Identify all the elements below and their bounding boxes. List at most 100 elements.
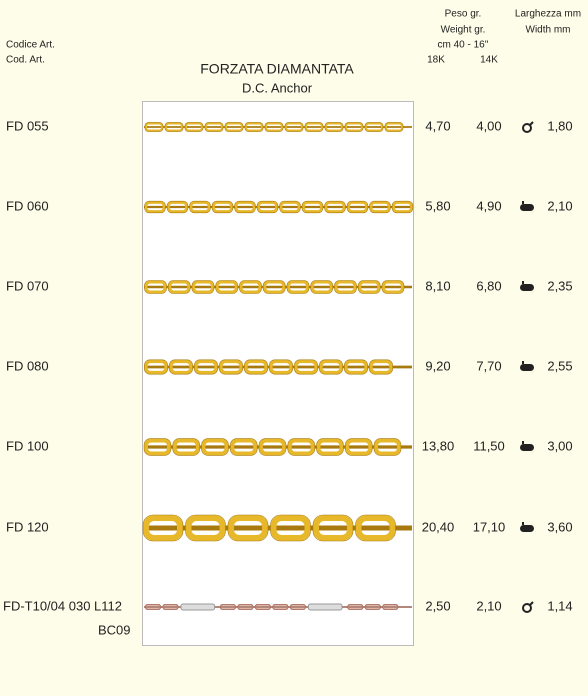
width-label: Larghezza mm <box>515 9 581 20</box>
chain-link <box>384 122 404 132</box>
chain-link-edge <box>256 200 279 214</box>
chain-link-edge <box>334 280 357 294</box>
chain-link <box>392 201 413 213</box>
chain-link-edge <box>344 438 373 456</box>
title: FORZATA DIAMANTATA <box>200 61 354 77</box>
chain-link <box>194 359 218 375</box>
chain-link <box>162 604 179 610</box>
chain-link <box>144 438 171 456</box>
chain-link-edge <box>344 122 364 132</box>
weight-18k: 2,50 <box>425 598 450 613</box>
weight-18k: 20,40 <box>422 519 455 534</box>
length-label: cm 40 - 16'' <box>437 40 488 51</box>
clasp-icon <box>520 525 534 532</box>
chain-link-edge <box>201 438 229 456</box>
chain-link-edge <box>364 122 384 132</box>
chain-link <box>169 359 193 375</box>
chain-link <box>313 515 353 541</box>
code: FD-T10/04 030 L112 <box>3 598 122 613</box>
width: 1,14 <box>547 598 572 613</box>
chain-link-edge <box>258 438 287 456</box>
chain-link <box>347 201 368 213</box>
chain-link <box>204 122 224 132</box>
chain-link-edge <box>287 438 315 456</box>
chain-link <box>324 201 346 213</box>
chain-link-edge <box>369 359 393 375</box>
width: 3,00 <box>547 438 572 453</box>
weight-18k: 4,70 <box>425 118 450 133</box>
chain-link-edge <box>319 359 343 375</box>
weight-18k: 8,10 <box>425 278 450 293</box>
chain-link-edge <box>189 200 211 214</box>
chain-link <box>230 438 258 456</box>
chain-link-edge <box>162 604 179 610</box>
chain-link-edge <box>227 514 269 542</box>
chain-link-edge <box>364 604 381 610</box>
chain-link-edge <box>142 514 184 542</box>
chain-link-edge <box>244 122 264 132</box>
chain-link-edge <box>316 438 344 456</box>
code: FD 070 <box>6 278 49 293</box>
width: 1,80 <box>547 118 572 133</box>
chain-link <box>144 201 166 213</box>
chain-link <box>294 359 318 375</box>
chain-link-edge <box>144 122 164 132</box>
chain-link <box>287 280 309 294</box>
weight-14k: 11,50 <box>473 438 505 453</box>
chain-link <box>287 438 315 456</box>
chain-link-edge <box>391 200 414 214</box>
weight-14k: 2,10 <box>476 598 501 613</box>
chain-link <box>369 201 391 213</box>
chain-link <box>344 359 368 375</box>
chain-link <box>257 201 278 213</box>
chain-link-edge <box>185 514 226 542</box>
width: 3,60 <box>547 519 572 534</box>
chain-link <box>279 201 301 213</box>
chain-link <box>382 604 398 610</box>
chain-link <box>374 438 401 456</box>
chain-link-edge <box>355 514 396 542</box>
chain-link-edge <box>144 359 168 375</box>
chain-link-edge <box>344 359 368 375</box>
chain-link-edge <box>347 604 364 610</box>
chain-link-edge <box>324 200 346 214</box>
chain-tube <box>307 603 343 611</box>
chain-link-edge <box>294 359 318 375</box>
chain-link-edge <box>215 280 239 294</box>
chain-link <box>215 280 238 294</box>
chain-link <box>369 359 393 375</box>
clasp-icon <box>520 204 534 211</box>
chain-link <box>264 122 284 132</box>
chain-link <box>220 604 236 610</box>
chain-link <box>184 122 204 132</box>
chain-link-edge <box>346 200 369 214</box>
chain-link <box>310 280 333 294</box>
chain-link <box>259 438 286 456</box>
chain-link-edge <box>373 438 402 456</box>
chain-link-edge <box>284 122 304 132</box>
chain-link-edge <box>262 280 286 294</box>
chain-link <box>167 201 188 213</box>
chain-link-edge <box>144 280 167 294</box>
chain-link-edge <box>184 122 204 132</box>
chain-link <box>145 604 161 610</box>
chain-link <box>334 280 357 294</box>
chain-link-edge <box>164 122 184 132</box>
chain-link-edge <box>384 122 404 132</box>
chain-link <box>144 122 164 132</box>
chain-link-edge <box>219 359 243 375</box>
chain-link <box>168 280 191 294</box>
chain-link <box>365 604 381 610</box>
chain-link <box>358 280 381 294</box>
chain-link-edge <box>381 280 405 294</box>
chain-link-edge <box>244 359 268 375</box>
col-18k: 18K <box>427 55 445 66</box>
clasp-icon <box>529 121 534 126</box>
chain-link <box>302 201 323 213</box>
chain-link-edge <box>310 280 334 294</box>
chain-link <box>224 122 244 132</box>
chain-link <box>344 122 364 132</box>
chain-link <box>255 604 271 610</box>
chain-link <box>347 604 363 610</box>
weight-14k: 6,80 <box>476 278 501 293</box>
